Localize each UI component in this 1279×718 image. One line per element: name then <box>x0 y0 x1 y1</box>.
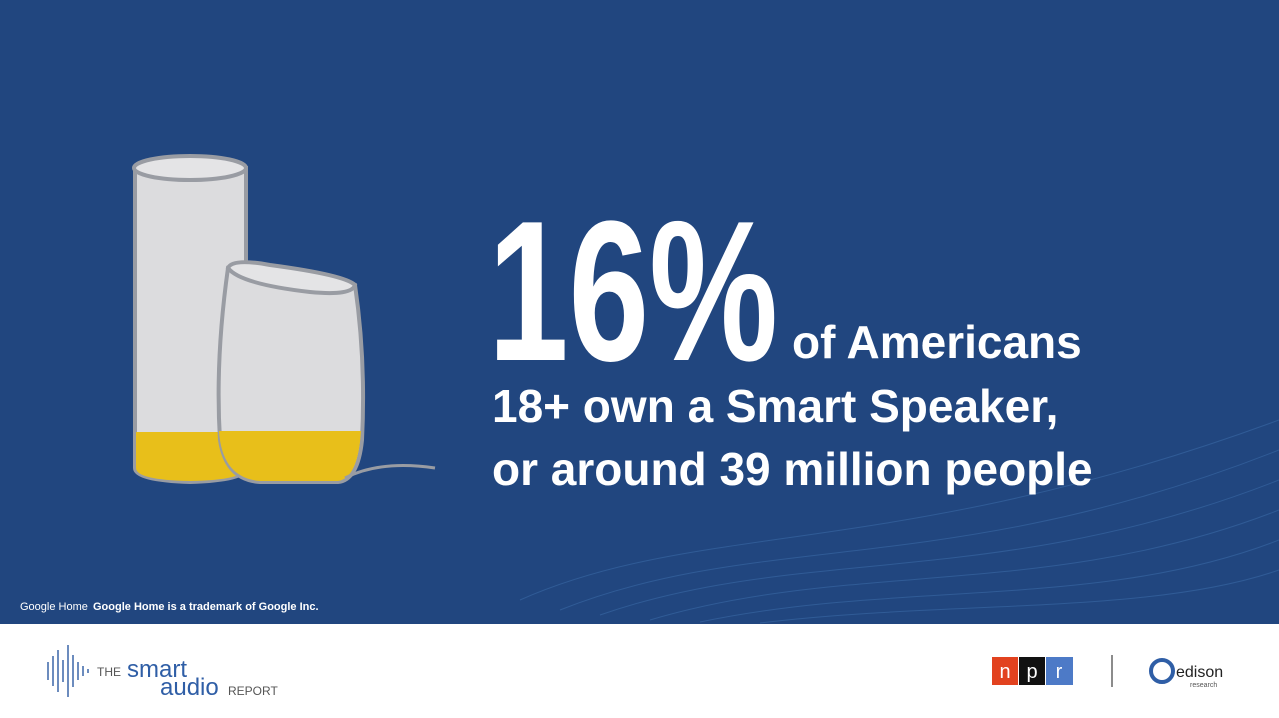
headline-line: of Americans <box>792 316 1082 368</box>
wave-decoration <box>519 419 1279 624</box>
headline-line: 18+ own a Smart Speaker, <box>492 380 1058 432</box>
speaker-illustration <box>132 154 436 485</box>
footer-bg <box>0 624 1279 718</box>
report-word: REPORT <box>228 684 278 698</box>
headline-line: or around 39 million people <box>492 443 1093 495</box>
stat: 16% <box>488 180 778 403</box>
report-audio: audio <box>160 674 219 701</box>
npr-letter: n <box>999 661 1010 683</box>
npr-box <box>1019 657 1045 685</box>
npr-box <box>1046 657 1073 685</box>
npr-box <box>992 657 1018 685</box>
brand: Google Home <box>20 601 88 613</box>
report-smart: smart <box>127 656 187 683</box>
edison-sub: research <box>1190 682 1217 689</box>
waveform-logo <box>47 645 89 697</box>
npr-letter: p <box>1026 661 1037 683</box>
report-the: THE <box>97 665 121 679</box>
trademark-note: Google Home is a trademark of Google Inc… <box>93 601 319 613</box>
edison-name: edison <box>1176 664 1223 681</box>
npr-letter: r <box>1056 661 1063 683</box>
edison-logo-mark <box>1149 658 1175 684</box>
